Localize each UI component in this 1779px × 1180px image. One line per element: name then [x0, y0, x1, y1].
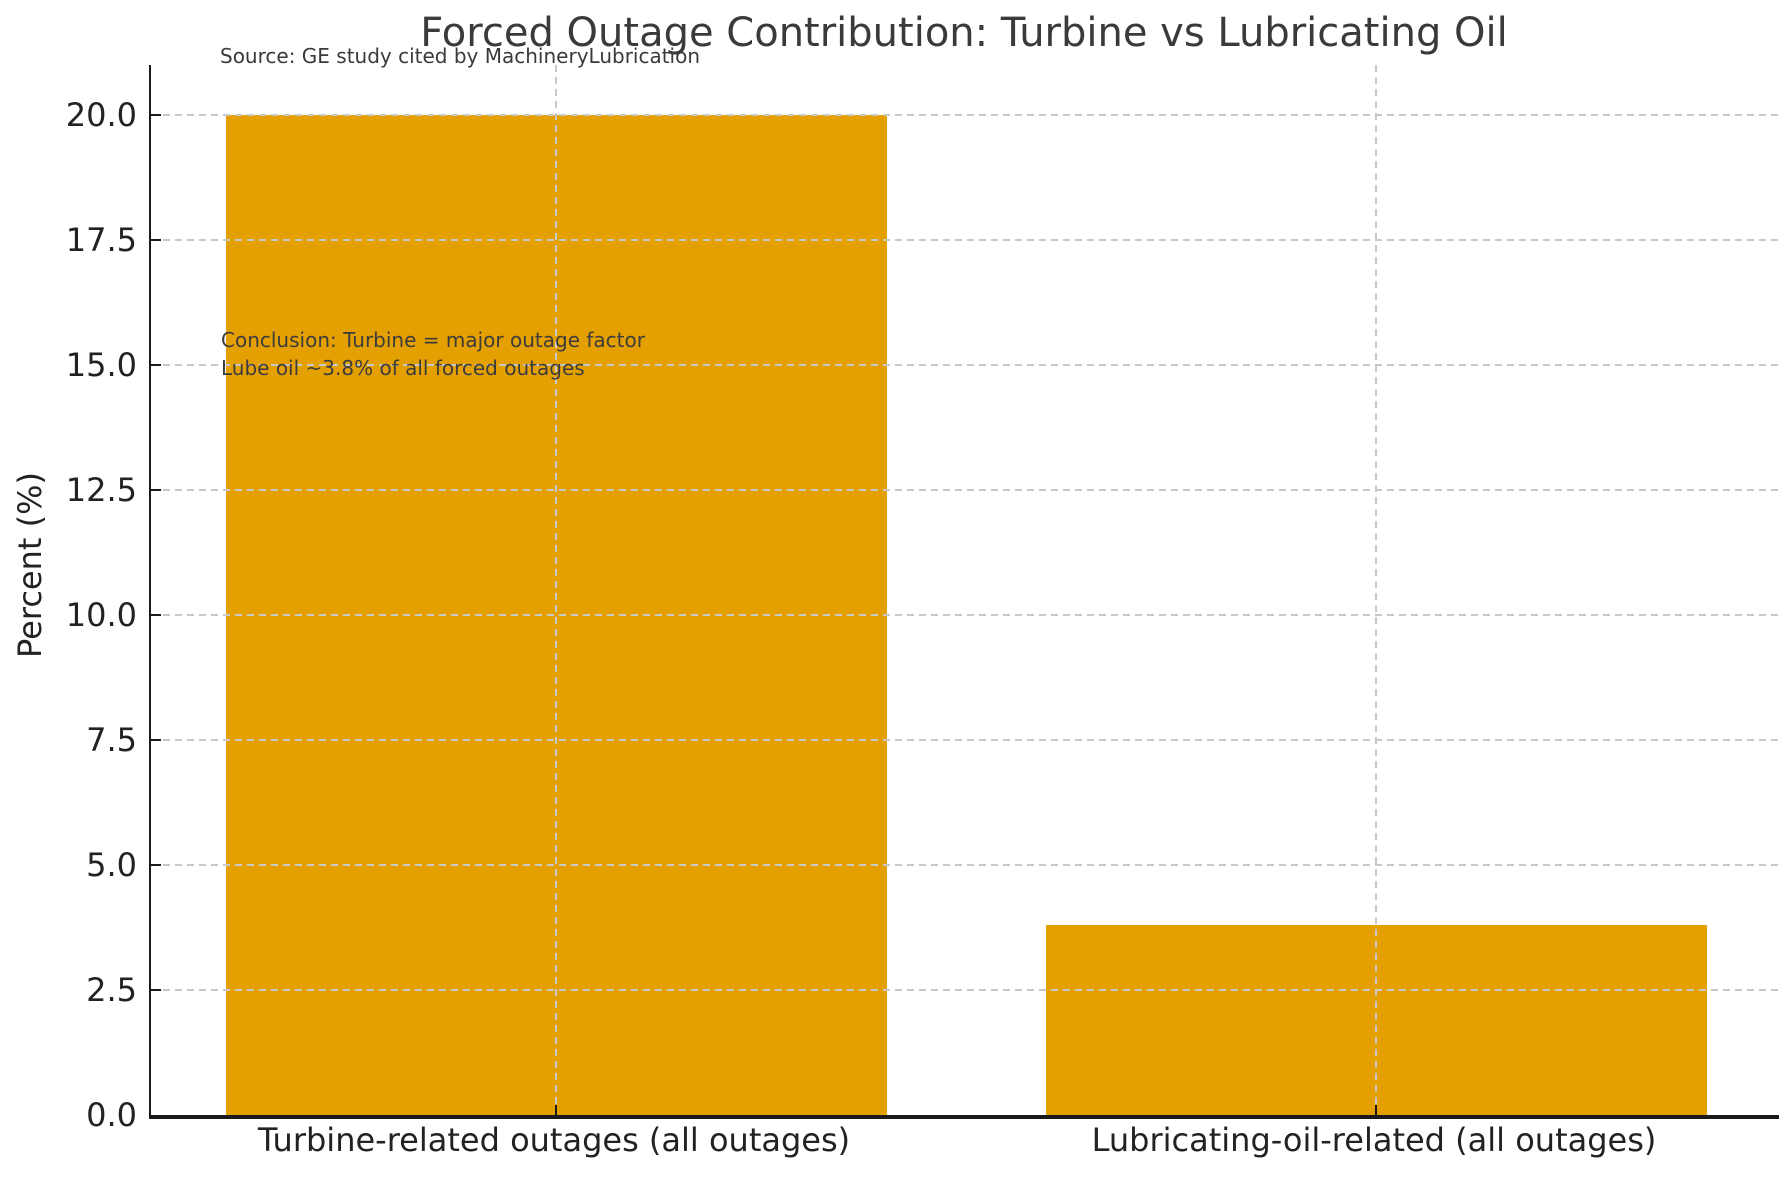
- y-tick-mark-15.0: [151, 364, 161, 366]
- x-tick-label-1: Turbine-related outages (all outages): [257, 1121, 851, 1159]
- gridline-h-5.0: [151, 864, 1779, 866]
- x-tick-mark-2: [1375, 1105, 1377, 1115]
- gridline-v-1: [555, 65, 557, 1115]
- y-tick-label-7.5: 7.5: [86, 721, 137, 759]
- gridline-h-15.0: [151, 364, 1779, 366]
- y-tick-mark-17.5: [151, 239, 161, 241]
- x-tick-label-2: Lubricating-oil-related (all outages): [1091, 1121, 1657, 1159]
- annotation-line-2: Lube oil ~3.8% of all forced outages: [221, 356, 585, 380]
- gridline-h-2.5: [151, 989, 1779, 991]
- y-tick-label-15.0: 15.0: [65, 346, 137, 384]
- gridline-h-10.0: [151, 614, 1779, 616]
- source-note: Source: GE study cited by MachineryLubri…: [220, 44, 701, 68]
- y-tick-label-2.5: 2.5: [86, 971, 137, 1009]
- y-tick-label-10.0: 10.0: [65, 596, 137, 634]
- y-tick-label-20.0: 20.0: [65, 96, 137, 134]
- y-tick-mark-7.5: [151, 739, 161, 741]
- y-tick-label-17.5: 17.5: [65, 221, 137, 259]
- y-tick-mark-20.0: [151, 114, 161, 116]
- y-tick-mark-10.0: [151, 614, 161, 616]
- y-tick-label-5.0: 5.0: [86, 846, 137, 884]
- y-tick-label-0.0: 0.0: [86, 1096, 137, 1134]
- annotation-line-1: Conclusion: Turbine = major outage facto…: [221, 328, 645, 352]
- y-tick-mark-2.5: [151, 989, 161, 991]
- y-tick-mark-5.0: [151, 864, 161, 866]
- plot-area: [149, 65, 1779, 1119]
- gridline-h-7.5: [151, 739, 1779, 741]
- y-tick-mark-12.5: [151, 489, 161, 491]
- annotation: Conclusion: Turbine = major outage facto…: [221, 326, 645, 382]
- gridline-v-2: [1375, 65, 1377, 1115]
- x-tick-mark-1: [555, 1105, 557, 1115]
- gridline-h-17.5: [151, 239, 1779, 241]
- gridline-h-12.5: [151, 489, 1779, 491]
- chart-title: Forced Outage Contribution: Turbine vs L…: [420, 10, 1508, 56]
- y-tick-label-12.5: 12.5: [65, 471, 137, 509]
- gridline-h-20.0: [151, 114, 1779, 116]
